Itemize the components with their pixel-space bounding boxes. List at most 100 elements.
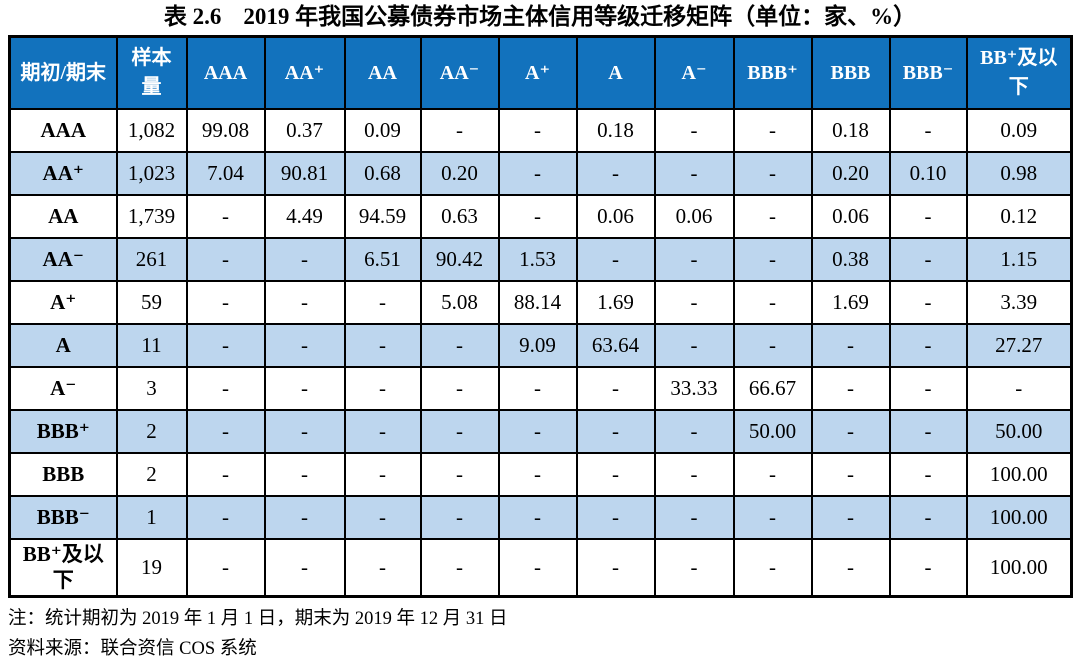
value-cell-8-8: -	[810, 452, 891, 497]
value-cell-7-3: -	[419, 409, 500, 454]
value-cell-5-3: -	[419, 323, 500, 368]
value-cell-2-7: -	[732, 194, 813, 239]
sample-size-cell: 1,023	[115, 151, 188, 196]
sample-size-cell: 1	[115, 495, 188, 540]
value-cell-10-8: -	[810, 538, 891, 597]
column-header-7: A	[575, 35, 656, 110]
value-cell-7-9: -	[888, 409, 968, 454]
value-cell-8-3: -	[419, 452, 500, 497]
value-cell-0-4: -	[497, 108, 578, 153]
row-label: BB⁺及以下	[8, 538, 118, 597]
value-cell-8-6: -	[653, 452, 735, 497]
row-label: BBB	[8, 452, 118, 497]
value-cell-3-8: 0.38	[810, 237, 891, 282]
value-cell-4-5: 1.69	[575, 280, 656, 325]
value-cell-6-2: -	[343, 366, 422, 411]
value-cell-1-8: 0.20	[810, 151, 891, 196]
value-cell-4-7: -	[732, 280, 813, 325]
value-cell-1-3: 0.20	[419, 151, 500, 196]
sample-size-cell: 3	[115, 366, 188, 411]
column-header-10: BBB	[810, 35, 891, 110]
column-header-2: AAA	[185, 35, 266, 110]
value-cell-7-5: -	[575, 409, 656, 454]
value-cell-8-1: -	[263, 452, 346, 497]
value-cell-3-7: -	[732, 237, 813, 282]
table-caption-number: 表 2.6	[163, 4, 222, 29]
column-header-11: BBB⁻	[888, 35, 968, 110]
value-cell-2-1: 4.49	[263, 194, 346, 239]
value-cell-4-4: 88.14	[497, 280, 578, 325]
value-cell-6-3: -	[419, 366, 500, 411]
value-cell-0-5: 0.18	[575, 108, 656, 153]
value-cell-5-1: -	[263, 323, 346, 368]
value-cell-2-2: 94.59	[343, 194, 422, 239]
value-cell-10-6: -	[653, 538, 735, 597]
table-row-10: BB⁺及以下 19- - - - - - - - - -100.00	[8, 538, 1073, 597]
value-cell-9-0: -	[185, 495, 266, 540]
value-cell-3-1: -	[263, 237, 346, 282]
value-cell-0-8: 0.18	[810, 108, 891, 153]
value-cell-1-6: -	[653, 151, 735, 196]
value-cell-9-2: -	[343, 495, 422, 540]
value-cell-9-5: -	[575, 495, 656, 540]
value-cell-4-0: -	[185, 280, 266, 325]
table-row-3: AA⁻ 261- -6.51 90.42 1.53- - -0.38-1.15	[8, 237, 1073, 282]
value-cell-5-9: -	[888, 323, 968, 368]
value-cell-5-8: -	[810, 323, 891, 368]
value-cell-9-7: -	[732, 495, 813, 540]
table-caption: 表 2.6 2019 年我国公募债券市场主体信用等级迁移矩阵（单位：家、%）	[0, 2, 1080, 32]
sample-size-cell: 2	[115, 452, 188, 497]
value-cell-6-6: 33.33	[653, 366, 735, 411]
value-cell-0-6: -	[653, 108, 735, 153]
row-label: AAA	[8, 108, 118, 153]
value-cell-6-0: -	[185, 366, 266, 411]
value-cell-5-0: -	[185, 323, 266, 368]
value-cell-10-7: -	[732, 538, 813, 597]
sample-size-cell: 11	[115, 323, 188, 368]
table-caption-title: 2019 年我国公募债券市场主体信用等级迁移矩阵（单位：家、%）	[243, 4, 917, 29]
value-cell-6-8: -	[810, 366, 891, 411]
value-cell-0-1: 0.37	[263, 108, 346, 153]
value-cell-9-4: -	[497, 495, 578, 540]
row-label: BBB⁺	[8, 409, 118, 454]
value-cell-8-2: -	[343, 452, 422, 497]
value-cell-1-7: -	[732, 151, 813, 196]
sample-size-cell: 1,739	[115, 194, 188, 239]
value-cell-8-10: 100.00	[965, 452, 1073, 497]
value-cell-0-0: 99.08	[185, 108, 266, 153]
sample-size-cell: 1,082	[115, 108, 188, 153]
value-cell-5-5: 63.64	[575, 323, 656, 368]
value-cell-5-2: -	[343, 323, 422, 368]
value-cell-4-1: -	[263, 280, 346, 325]
matrix-body: AAA 1,082 99.08 0.37 0.09- -0.18- -0.18-0.09 AA…	[8, 108, 1073, 597]
row-label: A	[8, 323, 118, 368]
table-row-4: A⁺ 59- - -5.08 88.14 1.69- -1.69-3.39	[8, 280, 1073, 325]
value-cell-5-7: -	[732, 323, 813, 368]
value-cell-7-7: 50.00	[732, 409, 813, 454]
value-cell-2-10: 0.12	[965, 194, 1073, 239]
row-label: AA⁻	[8, 237, 118, 282]
value-cell-1-0: 7.04	[185, 151, 266, 196]
value-cell-7-6: -	[653, 409, 735, 454]
value-cell-6-5: -	[575, 366, 656, 411]
value-cell-3-4: 1.53	[497, 237, 578, 282]
table-row-7: BBB⁺ 2- - - - - - -50.00- -50.00	[8, 409, 1073, 454]
value-cell-9-10: 100.00	[965, 495, 1073, 540]
value-cell-5-10: 27.27	[965, 323, 1073, 368]
row-label: AA	[8, 194, 118, 239]
value-cell-6-7: 66.67	[732, 366, 813, 411]
value-cell-4-10: 3.39	[965, 280, 1073, 325]
table-row-6: A⁻ 3- - - - - -33.33 66.67- - -	[8, 366, 1073, 411]
value-cell-1-2: 0.68	[343, 151, 422, 196]
value-cell-2-5: 0.06	[575, 194, 656, 239]
value-cell-8-9: -	[888, 452, 968, 497]
table-row-9: BBB⁻ 1- - - - - - - - - -100.00	[8, 495, 1073, 540]
value-cell-3-6: -	[653, 237, 735, 282]
row-label: A⁻	[8, 366, 118, 411]
value-cell-7-4: -	[497, 409, 578, 454]
value-cell-1-5: -	[575, 151, 656, 196]
value-cell-3-9: -	[888, 237, 968, 282]
column-header-8: A⁻	[653, 35, 735, 110]
value-cell-10-2: -	[343, 538, 422, 597]
